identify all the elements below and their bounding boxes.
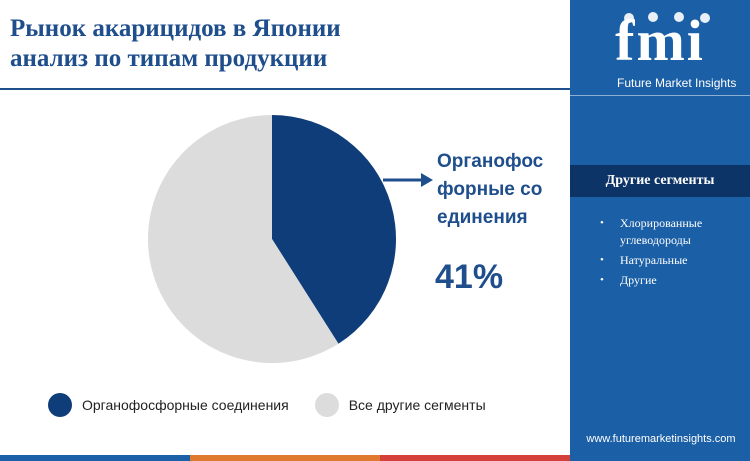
- legend-item-other-segments: Все другие сегменты: [314, 393, 486, 417]
- list-item: • Натуральные: [598, 252, 743, 269]
- pie-slice-organophosphates: [272, 115, 396, 344]
- bullet-icon: •: [600, 217, 604, 229]
- other-segment-label: Другие: [620, 273, 657, 287]
- title-divider: [0, 88, 570, 90]
- chart-legend: Органофосфорные соединения Все другие се…: [48, 393, 512, 417]
- logo-subtitle: Future Market Insights: [617, 76, 737, 90]
- bullet-icon: •: [600, 274, 604, 286]
- other-segment-label: Натуральные: [620, 253, 688, 267]
- other-segment-label: Хлорированные углеводороды: [620, 216, 703, 247]
- legend-label-organophosphates: Органофосфорные соединения: [82, 397, 289, 413]
- fmi-logo: fmi Future Market Insights: [595, 8, 736, 90]
- other-segments-title: Другие сегменты: [605, 173, 715, 188]
- sidebar-divider: [570, 95, 750, 96]
- callout-value: 41%: [435, 258, 504, 296]
- bullet-icon: •: [600, 254, 604, 266]
- fmi-logo-icon: fmi: [615, 8, 710, 73]
- legend-swatch-other-segments: [314, 393, 339, 417]
- legend-item-organophosphates: Органофосфорные соединения: [48, 393, 289, 417]
- chart-title: Рынок акарицидов в Японии анализ по типа…: [10, 14, 530, 74]
- list-item: • Другие: [598, 272, 743, 289]
- bottom-bar-segment: [190, 455, 380, 461]
- list-item: • Хлорированные углеводороды: [598, 215, 743, 249]
- other-segments-header: Другие сегменты: [570, 165, 750, 197]
- callout-arrow-icon: [383, 173, 433, 187]
- pie-chart: [147, 115, 396, 363]
- bottom-color-bar: [0, 455, 570, 461]
- callout-label: Органофосфорные соединения: [437, 151, 544, 228]
- legend-label-other-segments: Все другие сегменты: [348, 397, 486, 413]
- sidebar: fmi Future Market Insights Другие сегмен…: [570, 0, 750, 461]
- pie-slice-other-segments: [147, 115, 339, 363]
- other-segments-list: • Хлорированные углеводороды • Натуральные…: [598, 215, 743, 292]
- title-line-1: Рынок акарицидов в Японии: [10, 15, 341, 42]
- legend-swatch-organophosphates: [48, 393, 72, 417]
- website-link[interactable]: www.futuremarketinsights.com: [586, 433, 736, 445]
- title-line-2: анализ по типам продукции: [10, 45, 328, 72]
- bottom-bar-segment: [380, 455, 570, 461]
- bottom-bar-segment: [0, 455, 190, 461]
